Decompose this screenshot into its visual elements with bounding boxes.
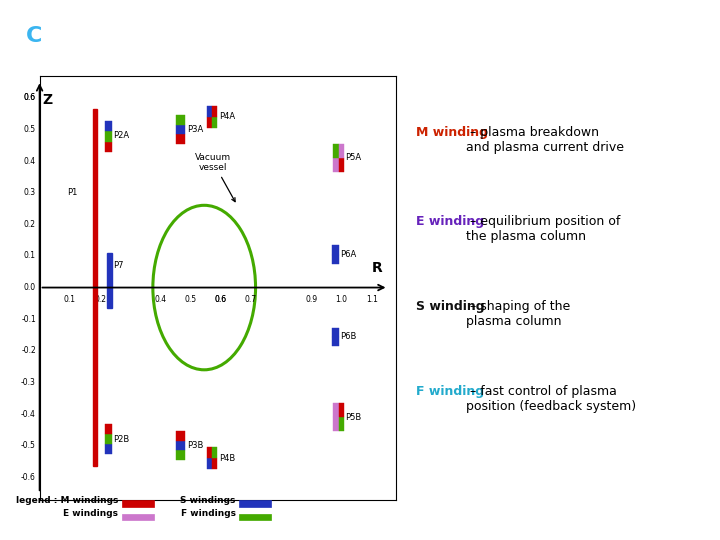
- Text: P3B: P3B: [186, 441, 203, 450]
- Bar: [333, 158, 338, 172]
- Text: 0.5: 0.5: [184, 295, 197, 305]
- Text: 0.7: 0.7: [245, 295, 257, 305]
- Text: 0.4: 0.4: [154, 295, 166, 305]
- Bar: [212, 447, 217, 458]
- Text: -0.3: -0.3: [21, 378, 36, 387]
- Text: -0.5: -0.5: [21, 441, 36, 450]
- Text: -0.2: -0.2: [21, 346, 36, 355]
- Bar: [338, 403, 344, 417]
- Text: COMPASS: COMPASS: [101, 11, 198, 29]
- Text: E windings: E windings: [63, 509, 118, 518]
- Text: P5B: P5B: [346, 413, 362, 422]
- Text: 0.6: 0.6: [215, 295, 227, 305]
- Text: 0.5: 0.5: [24, 125, 36, 134]
- Bar: [107, 253, 112, 308]
- Text: P2A: P2A: [113, 131, 130, 140]
- Text: Z: Z: [42, 93, 52, 107]
- Bar: [338, 144, 344, 158]
- Text: – plasma breakdown
and plasma current drive: – plasma breakdown and plasma current dr…: [467, 126, 624, 154]
- Bar: [105, 141, 112, 152]
- Text: S winding: S winding: [416, 300, 485, 313]
- Text: 0.6: 0.6: [215, 295, 227, 305]
- Bar: [338, 417, 344, 431]
- Text: F winding: F winding: [416, 385, 484, 398]
- Text: S windings: S windings: [180, 496, 235, 505]
- Bar: [338, 158, 344, 172]
- Text: R: R: [372, 261, 382, 275]
- Bar: [176, 134, 186, 144]
- Text: E winding: E winding: [416, 215, 484, 228]
- Bar: [333, 417, 338, 431]
- Text: -0.1: -0.1: [21, 315, 36, 323]
- Text: 0.2: 0.2: [94, 295, 106, 305]
- Bar: [105, 122, 112, 131]
- Bar: [105, 423, 112, 434]
- Text: P6A: P6A: [340, 250, 356, 259]
- Text: P6B: P6B: [340, 333, 356, 341]
- Text: – equilibrium position of
the plasma column: – equilibrium position of the plasma col…: [467, 215, 621, 244]
- Text: 0.6: 0.6: [24, 93, 36, 102]
- Text: 0.4: 0.4: [24, 157, 36, 166]
- Text: 0.3: 0.3: [24, 188, 36, 197]
- Text: INSTITUTE OF PLASMA PHYSICS ASCR: INSTITUTE OF PLASMA PHYSICS ASCR: [101, 48, 212, 52]
- Bar: [105, 444, 112, 454]
- Bar: [332, 328, 339, 337]
- Text: Poloidal coils: Poloidal coils: [474, 22, 691, 50]
- Bar: [239, 500, 271, 507]
- Bar: [207, 117, 212, 128]
- Bar: [176, 125, 186, 134]
- Bar: [94, 109, 96, 466]
- Text: 0.1: 0.1: [24, 252, 36, 260]
- Text: 0.0: 0.0: [24, 283, 36, 292]
- Text: P1: P1: [67, 188, 77, 197]
- Bar: [207, 106, 212, 117]
- Text: P7: P7: [113, 261, 123, 270]
- Circle shape: [0, 7, 323, 64]
- Text: 1.1: 1.1: [366, 295, 378, 305]
- Bar: [105, 434, 112, 444]
- Text: 0.1: 0.1: [64, 295, 76, 305]
- Bar: [332, 337, 339, 346]
- Text: 0.2: 0.2: [24, 220, 36, 229]
- Bar: [333, 403, 338, 417]
- Bar: [333, 144, 338, 158]
- Text: 0.9: 0.9: [305, 295, 318, 305]
- Text: P4B: P4B: [219, 454, 235, 463]
- Text: -0.4: -0.4: [21, 409, 36, 418]
- Bar: [176, 115, 186, 125]
- Text: 0.6: 0.6: [24, 93, 36, 102]
- Text: – shaping of the
plasma column: – shaping of the plasma column: [467, 300, 570, 328]
- Text: P4A: P4A: [219, 112, 235, 121]
- Text: Vacuum
vessel: Vacuum vessel: [195, 153, 235, 201]
- Text: legend : M windings: legend : M windings: [16, 496, 118, 505]
- Text: M winding: M winding: [416, 126, 488, 139]
- Bar: [176, 441, 186, 450]
- Bar: [207, 447, 212, 458]
- Bar: [176, 431, 186, 441]
- Bar: [239, 514, 271, 521]
- Bar: [207, 458, 212, 469]
- Text: – fast control of plasma
position (feedback system): – fast control of plasma position (feedb…: [467, 385, 636, 413]
- Text: F windings: F windings: [181, 509, 235, 518]
- Text: P3A: P3A: [186, 125, 203, 134]
- Text: P2B: P2B: [113, 435, 130, 444]
- Bar: [122, 514, 153, 521]
- Bar: [212, 458, 217, 469]
- Bar: [212, 106, 217, 117]
- Bar: [332, 246, 339, 255]
- Text: 7: 7: [355, 518, 365, 532]
- Bar: [212, 117, 217, 128]
- Text: P5A: P5A: [346, 153, 361, 163]
- Bar: [176, 450, 186, 460]
- Bar: [332, 255, 339, 264]
- Bar: [122, 500, 153, 507]
- Bar: [105, 131, 112, 141]
- Text: 1.0: 1.0: [336, 295, 348, 305]
- Text: C: C: [27, 25, 42, 46]
- Text: -0.6: -0.6: [21, 473, 36, 482]
